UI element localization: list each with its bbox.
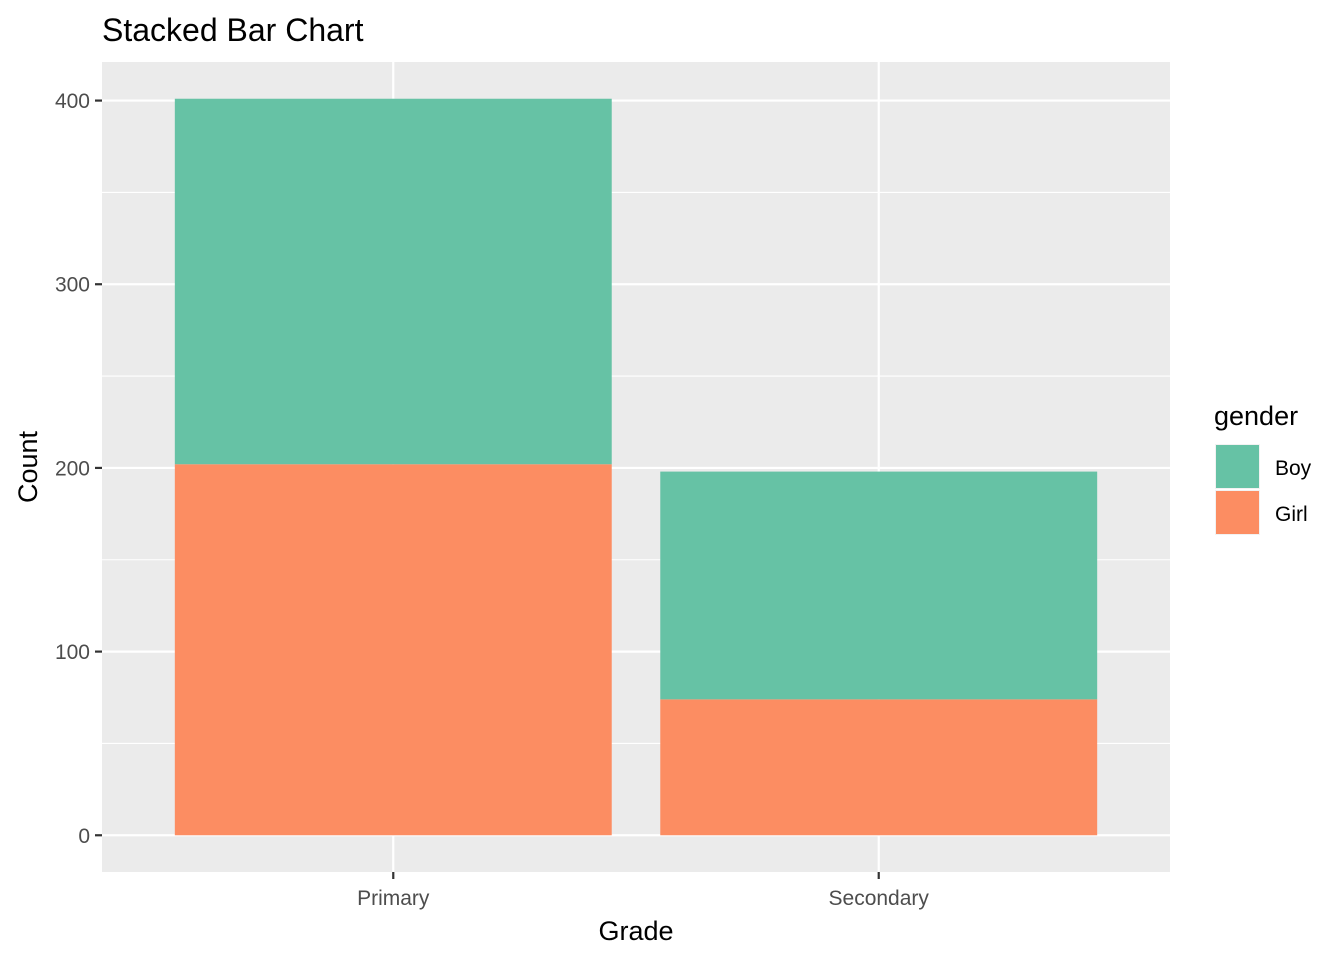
y-axis: 0 100 200 300 400 xyxy=(55,90,102,848)
y-tick-label: 400 xyxy=(55,90,90,113)
bar-boy-secondary xyxy=(660,471,1098,700)
y-axis-title: Count xyxy=(13,430,43,503)
y-tick-label: 300 xyxy=(55,274,90,297)
y-tick-label: 100 xyxy=(55,641,90,664)
legend-key-girl xyxy=(1216,491,1259,534)
bar-boy-primary xyxy=(174,98,612,465)
legend-key-boy xyxy=(1216,445,1259,488)
x-tick-label: Secondary xyxy=(829,887,930,910)
x-axis-title: Grade xyxy=(598,916,673,946)
legend-label: Boy xyxy=(1275,457,1312,480)
chart-title: Stacked Bar Chart xyxy=(102,12,364,48)
legend-label: Girl xyxy=(1275,503,1308,526)
y-tick-label: 200 xyxy=(55,457,90,480)
bar-girl-primary xyxy=(174,464,612,836)
y-tick-label: 0 xyxy=(78,825,90,848)
x-tick-label: Primary xyxy=(357,887,430,910)
legend-items: Boy Girl xyxy=(1215,444,1312,535)
legend-title: gender xyxy=(1214,401,1298,431)
x-axis: Primary Secondary xyxy=(357,872,929,910)
bars-group xyxy=(174,98,1098,836)
bar-girl-secondary xyxy=(660,699,1098,836)
legend: gender Boy Girl xyxy=(1214,401,1312,535)
